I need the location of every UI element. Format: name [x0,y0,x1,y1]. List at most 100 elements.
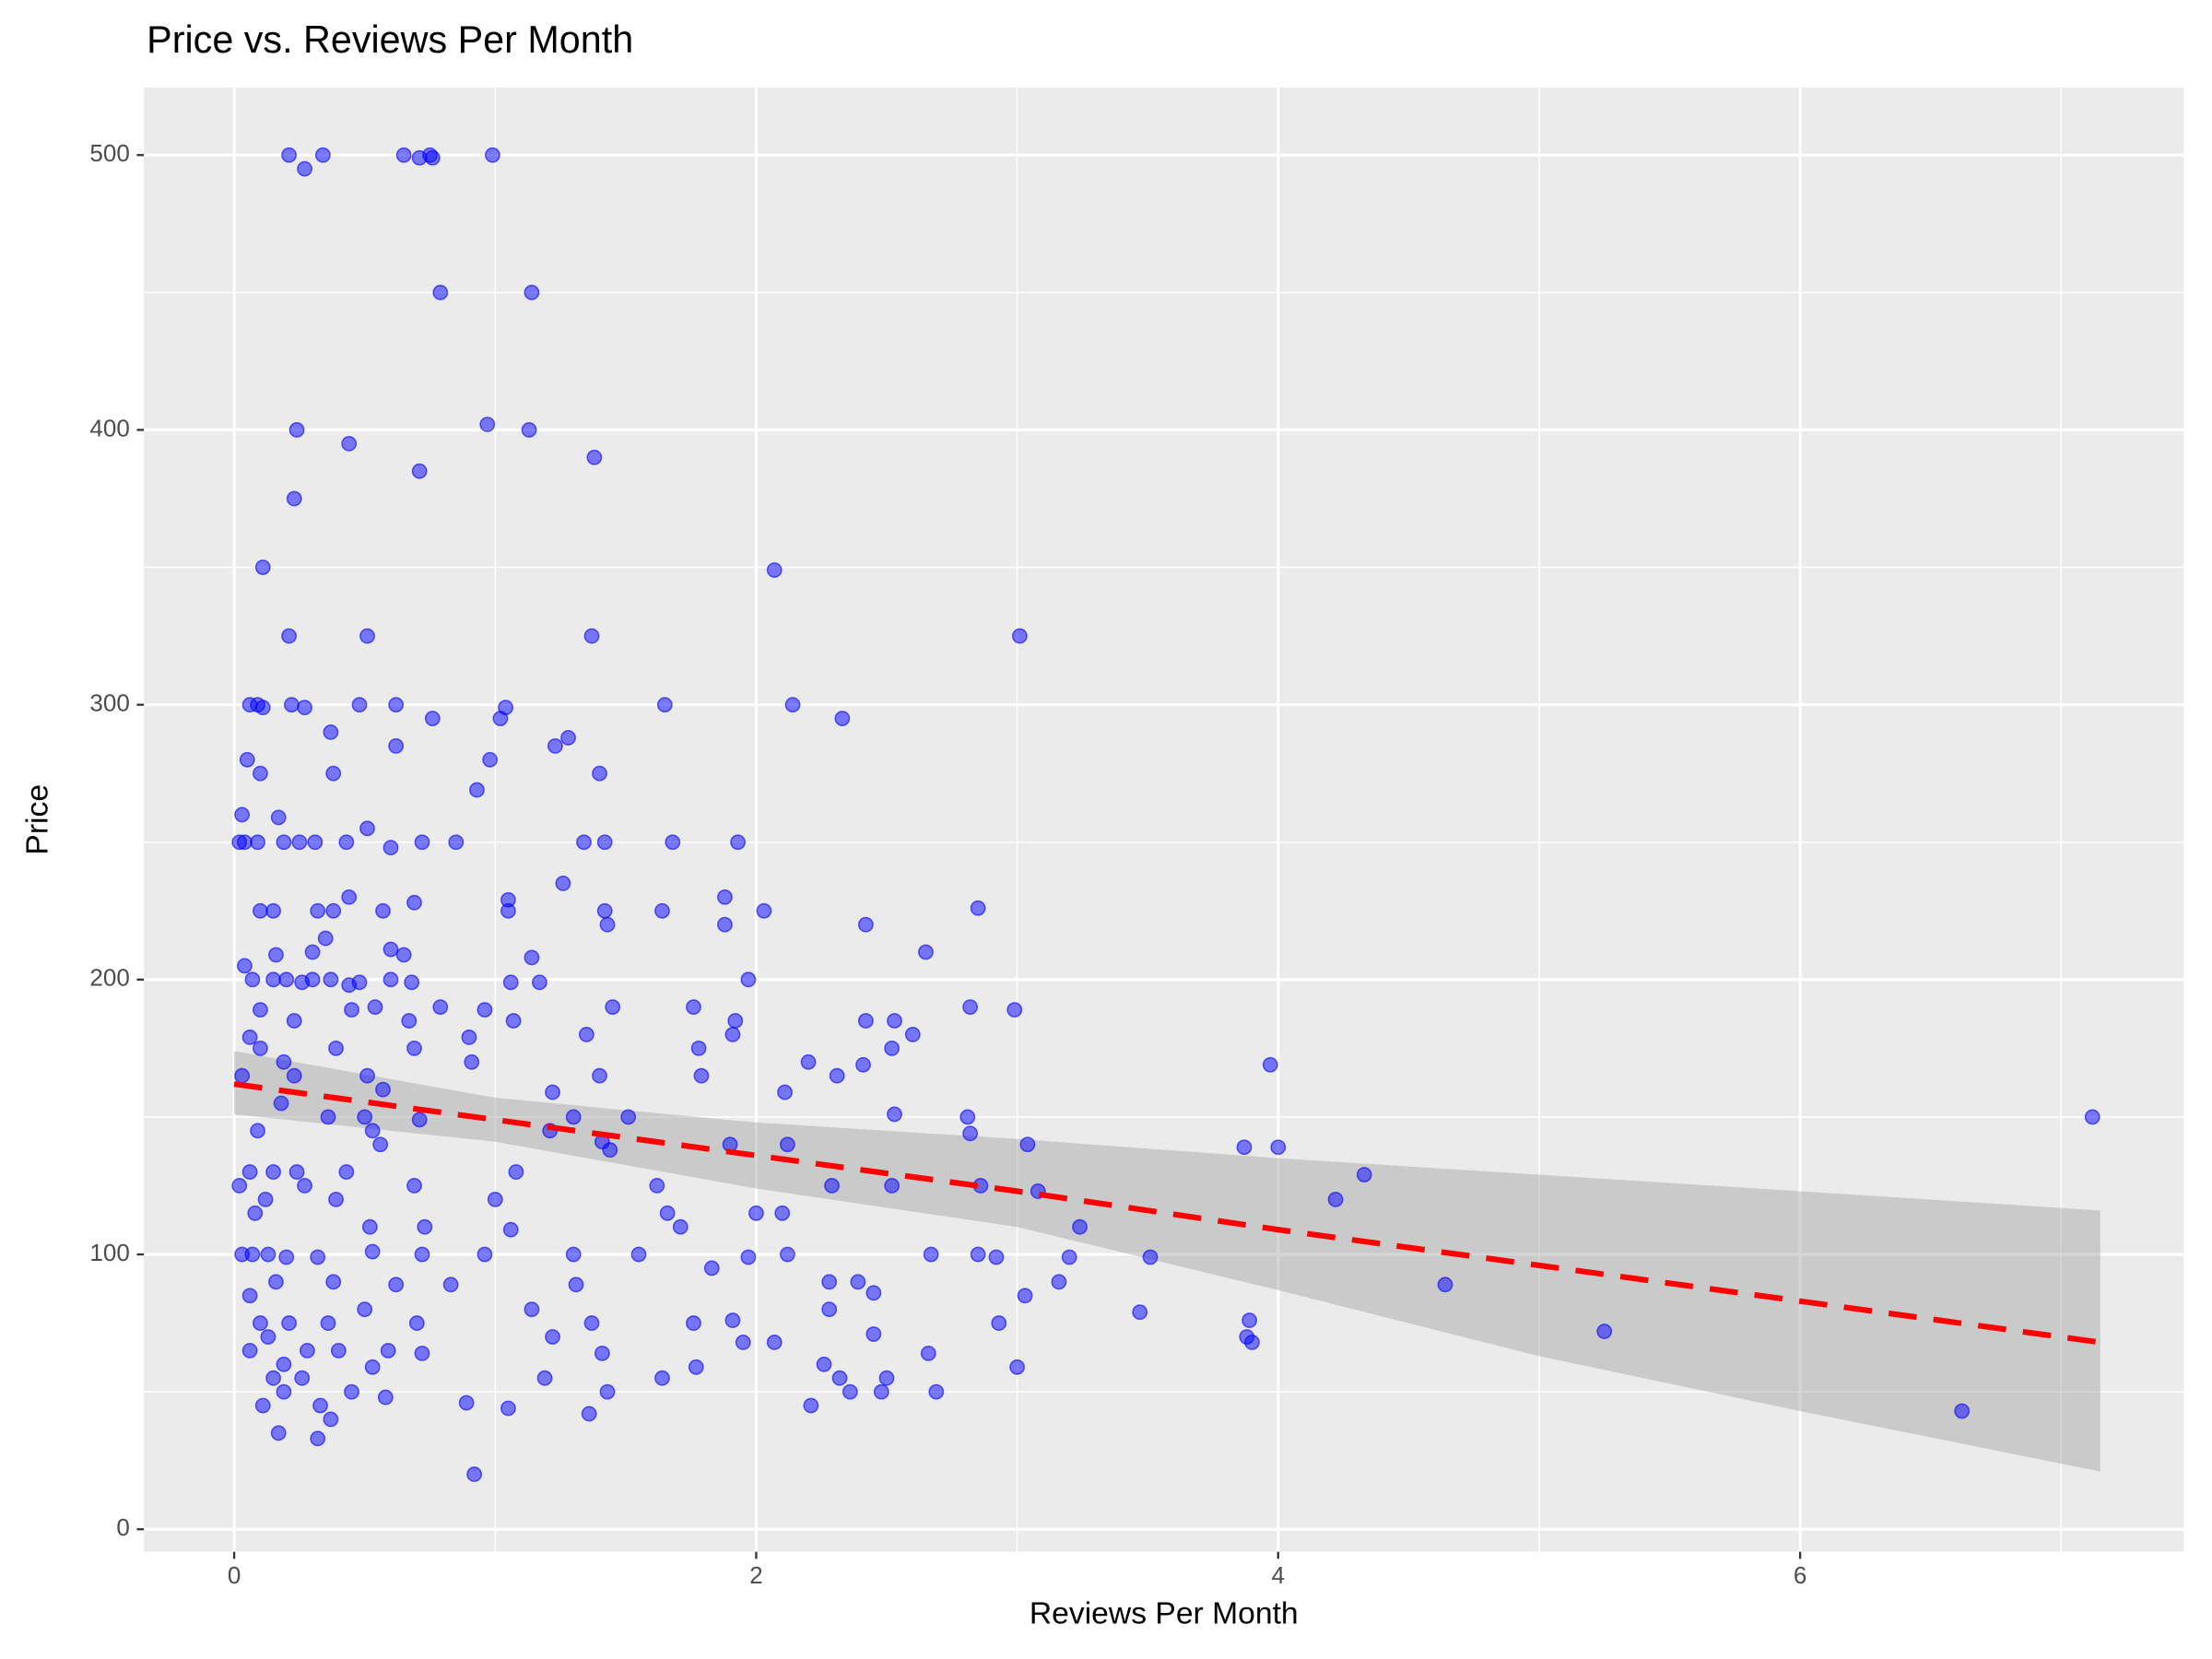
point [1132,1304,1148,1321]
point [865,1326,882,1342]
point [865,1285,882,1301]
point [254,559,271,575]
point [829,1067,845,1084]
point [276,1356,292,1372]
point [524,949,540,966]
point [479,417,496,432]
point [364,1123,381,1139]
point [583,628,600,644]
point [239,751,255,768]
point [630,1246,647,1263]
y-tick-label: 100 [89,1239,129,1266]
point [803,1397,819,1414]
point [536,1370,553,1386]
point [547,737,563,754]
point [328,1191,344,1207]
point [464,1053,480,1070]
point [297,160,312,177]
point [599,1383,616,1400]
point [325,902,342,919]
point [928,1383,945,1400]
point [508,1164,524,1180]
point [241,1030,258,1045]
point [276,1383,292,1400]
point [432,999,449,1016]
point [458,1394,475,1411]
point [357,1301,373,1318]
point [784,697,801,713]
point [884,1178,900,1194]
point [524,1301,540,1318]
x-tick-label: 6 [1794,1561,1806,1589]
point [780,1246,795,1263]
point [351,974,368,991]
point [408,1315,425,1331]
point [250,1123,266,1139]
point [568,1277,584,1293]
point [1356,1167,1372,1182]
point [959,1109,976,1125]
point [690,1040,707,1056]
point [485,147,500,163]
point [265,971,281,988]
point [270,809,287,826]
point [297,1178,312,1194]
confidence-band-layer [234,1051,2100,1472]
point [594,1345,610,1361]
point [693,1067,710,1084]
x-tick-label: 0 [228,1561,241,1589]
point [605,999,621,1016]
point [477,1246,493,1263]
point [252,1040,268,1056]
point [241,1164,258,1180]
point [286,1067,302,1084]
point [659,1205,676,1221]
point [2084,1109,2100,1125]
point [735,1335,751,1350]
point [257,1191,274,1207]
point [448,834,465,851]
point [310,902,326,919]
point [592,1067,607,1084]
point [469,782,485,798]
point [855,1056,871,1073]
point [341,888,358,905]
point [586,449,603,465]
point [620,1109,637,1125]
point [328,1040,344,1056]
point [596,902,613,919]
y-tick-label: 200 [89,964,129,992]
point [317,930,334,947]
point [1051,1274,1067,1290]
point [276,1053,292,1070]
trend-line [233,1081,2101,1346]
point [265,1370,281,1386]
point [834,711,851,726]
point [304,971,321,988]
point [686,999,701,1016]
point [502,1221,519,1238]
point [364,1243,381,1260]
point [1012,628,1028,644]
point [388,697,405,713]
point [748,1205,764,1221]
point [310,1249,326,1265]
point [252,1002,268,1018]
point [816,1356,832,1372]
point [649,1178,665,1194]
point [351,697,368,713]
point [414,834,430,851]
point [991,1315,1007,1331]
point [824,1178,840,1194]
confidence-band [234,1051,2100,1472]
point [878,1370,895,1386]
point [800,1053,817,1070]
point [406,1178,422,1194]
point [970,1246,986,1263]
point [294,1370,311,1386]
chart-title: Price vs. Reviews Per Month [147,18,633,61]
point [357,1109,373,1125]
point [887,1106,902,1123]
point [344,1002,359,1018]
